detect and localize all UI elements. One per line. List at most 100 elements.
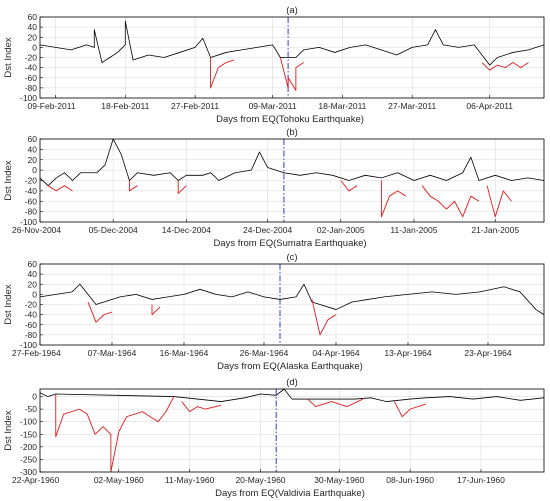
y-tick-label: -60 <box>25 196 38 206</box>
y-tick-label: 0 <box>32 392 37 402</box>
x-tick-label: 27-Feb-1964 <box>12 348 61 358</box>
plot-frame <box>39 138 545 223</box>
y-tick-label: -40 <box>25 310 38 320</box>
storm-series-line <box>279 57 304 91</box>
storm-series-line <box>47 185 73 192</box>
x-tick-label: 18-Mar-2011 <box>318 101 366 111</box>
y-tick-label: -100 <box>20 217 37 227</box>
storm-series-line <box>177 180 187 194</box>
y-tick-label: 40 <box>28 144 38 154</box>
panel-title: (b) <box>286 127 298 138</box>
x-tick-label: 05-Dec-2004 <box>89 225 138 235</box>
storm-series-line <box>210 57 234 89</box>
dst-series-line <box>40 139 544 187</box>
y-tick-label: 60 <box>28 12 38 22</box>
y-tick-label: -80 <box>25 83 38 93</box>
y-tick-label: -250 <box>20 454 37 464</box>
y-tick-label: 0 <box>32 42 37 52</box>
storm-series-line <box>181 401 222 413</box>
x-tick-label: 02-May-1960 <box>94 475 144 485</box>
y-tick-label: -50 <box>25 404 38 414</box>
y-axis-title: Dst Index <box>3 37 14 77</box>
y-tick-label: -100 <box>20 340 37 350</box>
y-tick-label: -20 <box>25 176 38 186</box>
x-tick-label: 07-Mar-1964 <box>88 348 137 358</box>
y-tick-label: 60 <box>28 134 38 144</box>
panel-title: (a) <box>286 5 298 16</box>
y-tick-label: -20 <box>25 53 38 63</box>
y-tick-label: 60 <box>28 259 38 269</box>
plot-frame <box>39 263 545 346</box>
y-tick-label: 0 <box>32 165 37 175</box>
x-tick-label: 27-Feb-2011 <box>171 101 219 111</box>
panel-title: (d) <box>286 377 298 388</box>
panel-title: (c) <box>286 252 297 263</box>
x-tick-label: 02-Jan-2005 <box>317 225 365 235</box>
y-tick-label: -20 <box>25 300 38 310</box>
x-tick-label: 11-Jan-2005 <box>390 225 437 235</box>
storm-series-line <box>481 62 529 71</box>
x-axis-title: Days from EQ(Valdivia Earthquake) <box>215 488 365 499</box>
dst-series-line <box>40 389 544 402</box>
plot-frame <box>39 388 545 473</box>
y-tick-label: 20 <box>28 279 38 289</box>
x-tick-label: 09-Feb-2011 <box>28 101 76 111</box>
y-tick-label: -40 <box>25 63 38 73</box>
x-tick-label: 26-Mar-1964 <box>240 348 289 358</box>
x-tick-label: 17-Jun-1960 <box>457 475 505 485</box>
x-tick-label: 11-May-1960 <box>165 475 215 485</box>
y-tick-label: 20 <box>28 155 38 165</box>
x-axis-title: Days from EQ(Sumatra Earthquake) <box>213 238 366 249</box>
y-axis-title: Dst Index <box>3 160 14 200</box>
x-tick-label: 08-Jun-1960 <box>386 475 434 485</box>
y-tick-label: -300 <box>20 467 37 477</box>
y-tick-label: -80 <box>25 207 38 217</box>
x-axis-title: Days from EQ(Tohoku Earthquake) <box>216 114 364 125</box>
storm-series-line <box>393 401 427 418</box>
x-tick-label: 20-May-1960 <box>235 475 285 485</box>
storm-series-line <box>307 398 364 408</box>
x-tick-label: 27-Mar-2011 <box>388 101 436 111</box>
dst-series-line <box>40 20 544 66</box>
x-tick-label: 13-Apr-1964 <box>384 348 432 358</box>
y-axis-title: Dst Index <box>3 410 14 450</box>
y-tick-label: 20 <box>28 32 38 42</box>
storm-series-line <box>128 180 138 192</box>
x-tick-label: 24-Dec-2004 <box>243 225 292 235</box>
dst-series-line <box>40 283 544 315</box>
x-tick-label: 06-Apr-2011 <box>466 101 513 111</box>
storm-series-line <box>151 304 161 316</box>
storm-series-line <box>87 301 113 323</box>
y-tick-label: -100 <box>20 93 37 103</box>
x-tick-label: 16-Mar-1964 <box>160 348 209 358</box>
y-tick-label: -80 <box>25 330 38 340</box>
storm-series-line <box>380 180 407 218</box>
x-tick-label: 14-Dec-2004 <box>162 225 211 235</box>
storm-series-line <box>421 185 480 218</box>
x-tick-label: 23-Apr-1964 <box>464 348 512 358</box>
x-tick-label: 18-Feb-2011 <box>101 101 149 111</box>
x-tick-label: 21-Jan-2005 <box>471 225 519 235</box>
storm-series-line <box>340 180 358 192</box>
y-tick-label: -40 <box>25 186 38 196</box>
y-tick-label: 40 <box>28 22 38 32</box>
y-axis-title: Dst Index <box>3 284 14 324</box>
y-tick-label: -60 <box>25 73 38 83</box>
x-tick-label: 26-Nov-2004 <box>12 225 61 235</box>
storm-series-line <box>311 299 337 336</box>
y-tick-label: 0 <box>32 289 37 299</box>
storm-series-line <box>486 185 512 218</box>
y-tick-label: -100 <box>20 417 37 427</box>
x-tick-label: 30-May-1960 <box>314 475 364 485</box>
x-tick-label: 04-Apr-1964 <box>312 348 360 358</box>
x-tick-label: 22-Apr-1960 <box>12 475 60 485</box>
x-tick-label: 09-Mar-2011 <box>249 101 297 111</box>
y-tick-label: 40 <box>28 269 38 279</box>
y-tick-label: -60 <box>25 320 38 330</box>
x-axis-title: Days from EQ(Alaska Earthquake) <box>217 361 363 372</box>
plot-frame <box>39 16 545 99</box>
